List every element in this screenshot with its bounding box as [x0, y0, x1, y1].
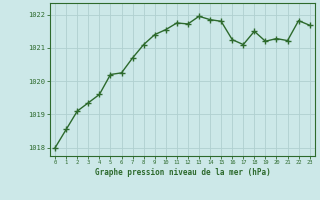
X-axis label: Graphe pression niveau de la mer (hPa): Graphe pression niveau de la mer (hPa)	[94, 168, 270, 177]
